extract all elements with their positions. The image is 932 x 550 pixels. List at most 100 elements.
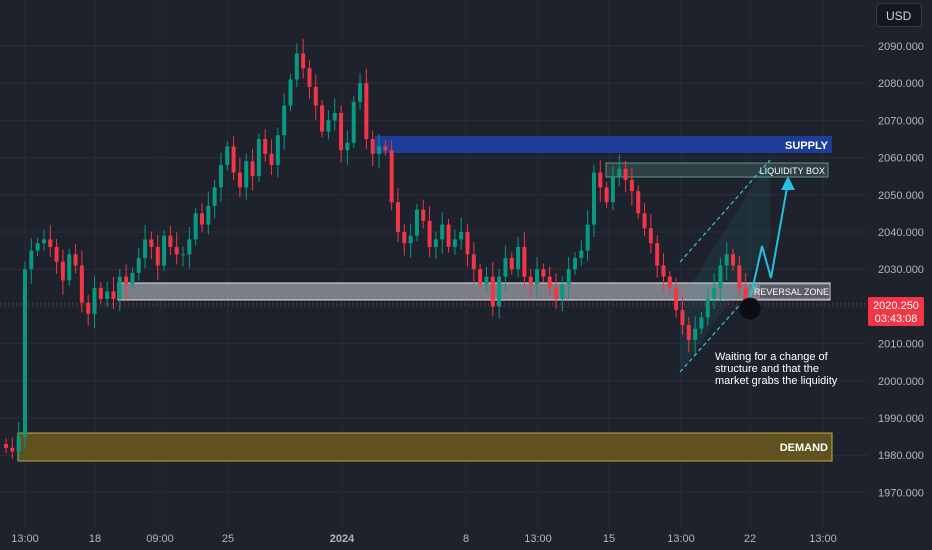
candle-down (301, 53, 306, 69)
candle-down (427, 220, 432, 247)
note-annotation: Waiting for a change of structure and th… (715, 351, 838, 387)
candle-down (370, 139, 375, 154)
candle-down (313, 86, 318, 106)
candle-up (414, 209, 419, 236)
candle-up (699, 317, 704, 329)
candle-down (54, 246, 59, 262)
candle-up (535, 269, 540, 285)
note-line-3: market grabs the liquidity (715, 375, 838, 387)
candle-down (149, 239, 154, 247)
candle-down (263, 139, 268, 154)
time-tick-label: 18 (89, 533, 101, 545)
candle-down (478, 269, 483, 285)
candle-down (10, 447, 15, 452)
candle-up (484, 276, 489, 285)
price-tick-label: 1980.000 (878, 450, 924, 462)
candle-down (554, 287, 559, 299)
time-axis[interactable]: 13:00 18 09:00 25 2024 8 13:00 15 13:00 22 13:00 (11, 533, 837, 545)
candle-up (408, 235, 413, 244)
candle-up (560, 284, 565, 299)
liquidity-label: LIQUIDITY BOX (760, 166, 825, 176)
candle-down (320, 105, 325, 132)
candle-up (718, 265, 723, 288)
candle-up (591, 172, 596, 225)
candle-down (73, 254, 78, 266)
candle-up (136, 258, 141, 273)
currency-button[interactable]: USD (876, 3, 922, 27)
price-tick-label: 2050.000 (878, 190, 924, 202)
candle-up (193, 213, 198, 240)
candle-up (516, 246, 521, 270)
price-tick-label: 2070.000 (878, 115, 924, 127)
candle-up (693, 328, 698, 340)
candle-down (737, 265, 742, 288)
candle-down (655, 243, 660, 266)
candle-down (4, 444, 8, 448)
candle-down (199, 213, 204, 225)
candle-up (358, 83, 363, 102)
candle-down (307, 68, 312, 87)
candle-up (67, 254, 72, 281)
candle-up (22, 269, 27, 437)
price-tick-label: 1990.000 (878, 413, 924, 425)
candle-down (421, 209, 426, 221)
candle-down (471, 254, 476, 270)
candle-up (244, 161, 249, 188)
candle-up (712, 287, 717, 299)
price-tick-label: 2080.000 (878, 78, 924, 90)
candle-up (724, 254, 729, 266)
candle-up (130, 272, 135, 285)
candle-up (610, 176, 615, 203)
candle-down (528, 276, 533, 285)
candle-down (111, 291, 116, 299)
time-tick-label: 15 (603, 533, 615, 545)
candle-down (250, 161, 255, 177)
candle-up (29, 250, 34, 270)
reversal-label: REVERSAL ZONE (754, 287, 829, 297)
price-tick-label: 2090.000 (878, 41, 924, 53)
time-tick-label: 13:00 (11, 533, 39, 545)
candle-up (16, 436, 21, 452)
time-tick-label: 13:00 (667, 533, 695, 545)
candle-down (629, 179, 634, 192)
candle-up (275, 135, 280, 166)
candle-down (623, 168, 628, 180)
time-tick-label: 25 (222, 533, 234, 545)
entry-marker (738, 297, 762, 321)
price-tick-label: 1970.000 (878, 487, 924, 499)
current-price-tag: 2020.250 03:43:08 (868, 297, 924, 326)
candle-up (351, 101, 356, 143)
candle-down (522, 246, 527, 277)
candle-down (648, 228, 653, 244)
candle-down (155, 246, 160, 266)
candle-up (41, 239, 46, 244)
candle-down (636, 191, 641, 214)
time-tick-label: 8 (463, 533, 469, 545)
supply-label: SUPPLY (785, 140, 829, 152)
candle-up (294, 53, 299, 80)
candle-down (667, 276, 672, 288)
candle-up (433, 239, 438, 247)
candle-up (617, 168, 622, 177)
candle-up (579, 250, 584, 259)
candle-up (332, 112, 337, 121)
candle-down (680, 310, 685, 325)
candle-up (187, 239, 192, 255)
liquidity-box: LIQUIDITY BOX (605, 162, 829, 178)
candle-down (642, 213, 647, 229)
candle-down (395, 202, 400, 232)
candle-up (705, 298, 710, 318)
candle-down (231, 146, 236, 173)
candle-up (225, 146, 230, 166)
candle-up (282, 105, 287, 136)
time-tick-label: 22 (744, 533, 756, 545)
price-tick-label: 2060.000 (878, 153, 924, 165)
candle-up (566, 269, 571, 285)
candle-down (465, 232, 470, 255)
candle-down (731, 254, 736, 266)
candle-down (509, 258, 514, 270)
candle-up (256, 139, 261, 177)
candle-up (326, 120, 331, 132)
candle-up (503, 258, 508, 277)
